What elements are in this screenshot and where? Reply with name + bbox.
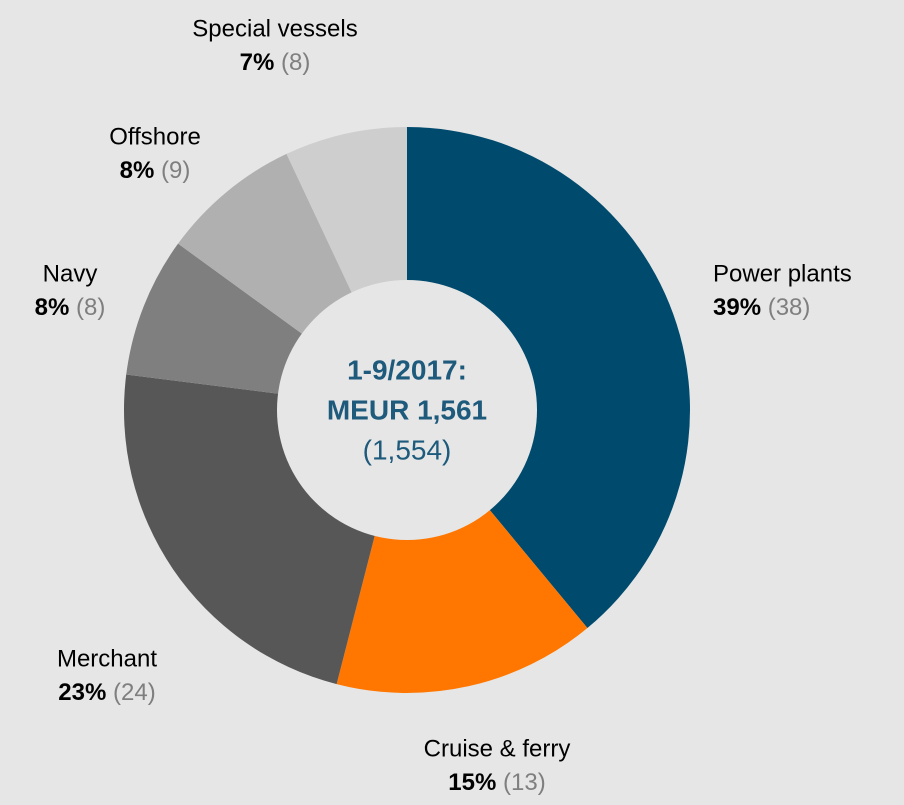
slice-label: Special vessels — [192, 15, 357, 42]
slice-label: Offshore — [109, 123, 201, 150]
previous-label: (9) — [161, 157, 190, 184]
previous-label: (8) — [281, 49, 310, 76]
center-label: MEUR 1,561 — [327, 394, 487, 425]
center-label: (1,554) — [363, 434, 452, 465]
percent-label: 39% — [713, 294, 761, 321]
slice-value: 7% (8) — [240, 49, 311, 76]
center-label: 1-9/2017: — [347, 354, 467, 385]
slice-value: 15% (13) — [448, 769, 545, 796]
percent-label: 23% — [58, 679, 106, 706]
slice-value: 8% (9) — [120, 157, 191, 184]
slice-label: Cruise & ferry — [424, 735, 571, 762]
percent-label: 8% — [120, 157, 155, 184]
percent-label: 8% — [35, 294, 70, 321]
slice-label: Navy — [43, 260, 98, 287]
slice-value: 23% (24) — [58, 679, 155, 706]
slice-value: 39% (38) — [713, 294, 810, 321]
donut-hole — [277, 280, 537, 540]
percent-label: 7% — [240, 49, 275, 76]
previous-label: (13) — [503, 769, 546, 796]
slice-label: Merchant — [57, 645, 157, 672]
previous-label: (24) — [113, 679, 156, 706]
percent-label: 15% — [448, 769, 496, 796]
donut-slice — [407, 127, 691, 629]
slice-value: 8% (8) — [35, 294, 106, 321]
previous-label: (8) — [76, 294, 105, 321]
previous-label: (38) — [768, 294, 811, 321]
slice-label: Power plants — [713, 260, 852, 287]
